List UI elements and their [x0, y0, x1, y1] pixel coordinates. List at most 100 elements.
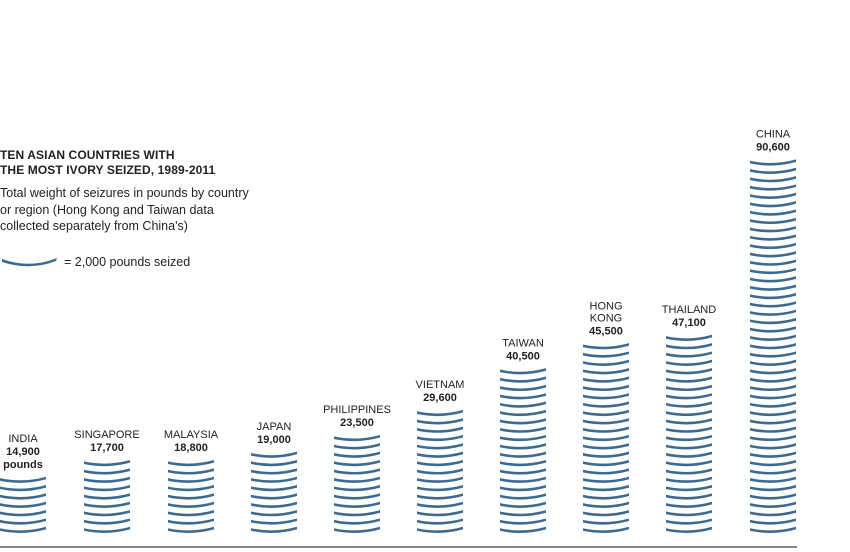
tusk-mark [750, 376, 796, 383]
tusk-mark [0, 510, 46, 517]
tusk-mark [84, 460, 130, 467]
tusk-mark [583, 351, 629, 358]
tusk-mark [666, 476, 712, 483]
legend-key: = 2,000 pounds seized [0, 254, 290, 270]
tusk-mark [500, 451, 546, 458]
tusk-mark [666, 485, 712, 492]
tusk-mark [750, 526, 796, 533]
tusk-mark [251, 501, 297, 508]
tusk-mark [750, 418, 796, 425]
chart-title-line: THE MOST IVORY SEIZED, 1989-2011 [0, 163, 216, 177]
tusk-mark [417, 443, 463, 450]
tusk-mark [168, 493, 214, 500]
tusk-mark [666, 443, 712, 450]
bar-china [750, 159, 796, 533]
tusk-mark [666, 401, 712, 408]
tusk-mark [168, 476, 214, 483]
tusk-mark [750, 284, 796, 291]
tusk-mark [251, 485, 297, 492]
tusk-mark [168, 526, 214, 533]
tusk-mark [583, 476, 629, 483]
tusk-mark [500, 460, 546, 467]
tusk-mark [750, 401, 796, 408]
tusk-mark [417, 485, 463, 492]
value-label: 45,500 [589, 325, 623, 337]
tusk-mark [500, 526, 546, 533]
tusk-mark [168, 460, 214, 467]
tusk-mark [750, 267, 796, 275]
tusk-mark [583, 376, 629, 383]
tusk-mark [417, 426, 463, 433]
tusk-mark [583, 501, 629, 508]
tusk-mark [583, 368, 629, 375]
tusk-mark [583, 384, 629, 392]
tusk-mark [583, 343, 629, 350]
tusk-mark [583, 468, 629, 475]
tusk-mark [750, 251, 796, 258]
tusk-mark [500, 409, 546, 417]
tusk-mark [750, 318, 796, 325]
tusk-mark [500, 401, 546, 408]
category-label: HONG [590, 300, 623, 312]
tusk-mark [666, 493, 712, 500]
tusk-mark [417, 493, 463, 500]
tusk-mark [750, 485, 796, 492]
tusk-mark [417, 451, 463, 458]
tusk-mark [84, 510, 130, 517]
tusk-mark [583, 426, 629, 433]
tusk-mark [168, 485, 214, 492]
tusk-mark [251, 476, 297, 483]
tusk-mark [750, 201, 796, 208]
tusk-mark [500, 384, 546, 392]
tusk-mark [666, 526, 712, 533]
tusk-mark [334, 493, 380, 500]
tusk-mark [750, 501, 796, 508]
tusk-mark [334, 518, 380, 525]
tusk-mark [583, 485, 629, 492]
tusk-mark [251, 518, 297, 525]
tusk-mark [500, 501, 546, 508]
tusk-mark [500, 518, 546, 525]
tusk-mark [666, 376, 712, 383]
tusk-mark [84, 468, 130, 475]
tusk-mark [666, 351, 712, 358]
tusk-mark [334, 476, 380, 483]
chart-title: TEN ASIAN COUNTRIES WITH THE MOST IVORY … [0, 148, 290, 178]
tusk-mark [583, 493, 629, 500]
tusk-mark [750, 426, 796, 433]
tusk-mark [666, 501, 712, 508]
tusk-mark [583, 451, 629, 458]
tusk-mark [251, 510, 297, 517]
tusk-mark [0, 518, 46, 525]
tusk-mark [500, 418, 546, 425]
tusk-mark [750, 468, 796, 475]
tusk-mark [750, 460, 796, 467]
tusk-mark [500, 493, 546, 500]
tusk-mark [666, 468, 712, 475]
category-label: TAIWAN [502, 337, 544, 349]
bar-vietnam [417, 409, 463, 533]
tusk-mark [666, 510, 712, 517]
tusk-mark [750, 226, 796, 233]
tusk-mark [417, 418, 463, 425]
category-label: MALAYSIA [164, 429, 219, 441]
unit-label: pounds [3, 459, 43, 471]
bar-japan [251, 451, 297, 533]
tusk-mark [583, 393, 629, 400]
tusk-mark [500, 434, 546, 442]
tusk-mark [251, 460, 297, 467]
tusk-mark [750, 326, 796, 333]
tusk-mark [583, 460, 629, 467]
value-label: 90,600 [756, 142, 790, 154]
tusk-mark [583, 409, 629, 417]
tusk-mark [666, 460, 712, 467]
tusk-mark [666, 368, 712, 375]
tusk-mark [583, 418, 629, 425]
tusk-mark [583, 510, 629, 517]
tusk-mark [750, 176, 796, 183]
tusk-mark [84, 501, 130, 508]
tusk-mark [417, 526, 463, 533]
tusk-mark [750, 334, 796, 341]
tusk-mark [750, 234, 796, 241]
